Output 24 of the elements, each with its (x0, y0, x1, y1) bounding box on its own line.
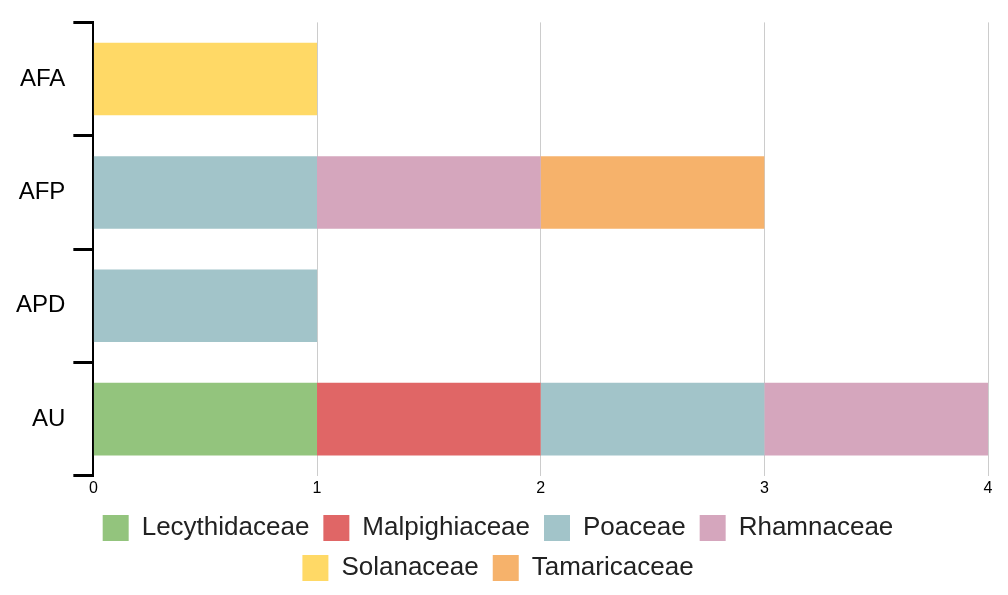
x-tick-label: 3 (759, 478, 769, 496)
bar (93, 382, 318, 456)
bar (764, 382, 988, 456)
bar (317, 382, 541, 456)
y-tick-label: AFA (19, 63, 66, 91)
bar (540, 382, 765, 456)
y-tick-label: APD (15, 290, 66, 318)
bar (540, 156, 765, 229)
x-tick-label: 1 (312, 478, 322, 496)
x-tick-label: 4 (983, 478, 993, 496)
y-tick-label: AFP (18, 177, 66, 205)
bar (317, 156, 541, 229)
legend-label: Malpighiaceae (362, 511, 531, 542)
legend-label: Poaceae (583, 511, 686, 542)
bar (93, 42, 318, 116)
bar (93, 269, 318, 343)
y-tick-label: AU (32, 403, 66, 431)
legend-label: Tamaricaceae (531, 551, 694, 582)
bar (93, 156, 318, 229)
x-tick-label: 0 (88, 478, 98, 496)
legend-label: Solanaceae (341, 551, 479, 582)
legend-label: Rhamnaceae (738, 511, 894, 542)
legend-label: Lecythidaceae (141, 511, 310, 542)
x-tick-label: 2 (536, 478, 546, 496)
